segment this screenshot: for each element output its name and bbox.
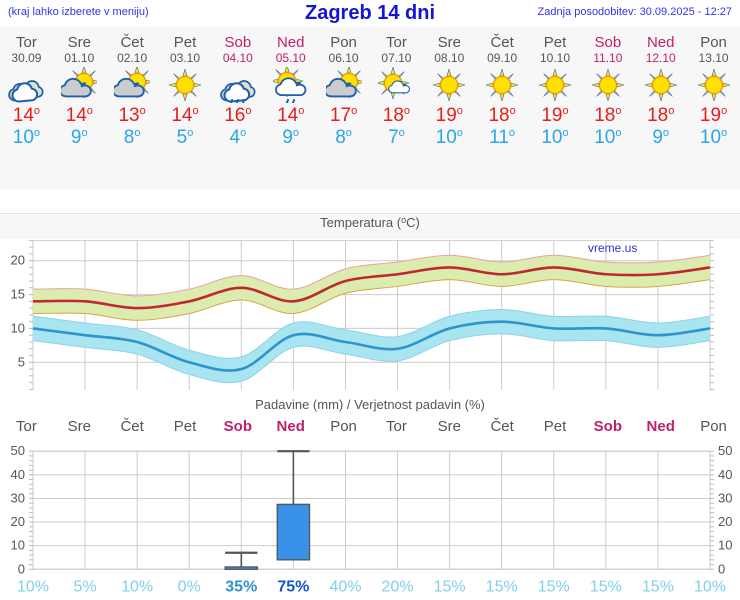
svg-text:15%: 15% bbox=[590, 578, 622, 595]
svg-text:5: 5 bbox=[18, 354, 25, 369]
svg-text:10: 10 bbox=[11, 538, 25, 553]
svg-text:0%: 0% bbox=[178, 578, 201, 595]
svg-text:40: 40 bbox=[718, 467, 732, 482]
svg-text:0: 0 bbox=[18, 561, 25, 576]
svg-text:15: 15 bbox=[11, 287, 25, 302]
svg-text:10%: 10% bbox=[17, 578, 49, 595]
svg-text:10%: 10% bbox=[694, 578, 726, 595]
svg-text:30: 30 bbox=[11, 490, 25, 505]
svg-text:50: 50 bbox=[718, 444, 732, 458]
svg-text:40: 40 bbox=[11, 467, 25, 482]
svg-text:20: 20 bbox=[718, 514, 732, 529]
svg-text:vreme.us: vreme.us bbox=[588, 241, 637, 255]
svg-text:15%: 15% bbox=[434, 578, 466, 595]
svg-text:15%: 15% bbox=[538, 578, 570, 595]
svg-text:15%: 15% bbox=[486, 578, 518, 595]
svg-text:20: 20 bbox=[11, 253, 25, 268]
svg-text:10%: 10% bbox=[121, 578, 153, 595]
svg-text:50: 50 bbox=[11, 444, 25, 458]
svg-text:5%: 5% bbox=[74, 578, 97, 595]
svg-text:30: 30 bbox=[718, 490, 732, 505]
svg-text:10: 10 bbox=[11, 320, 25, 335]
svg-text:35%: 35% bbox=[225, 578, 257, 595]
svg-text:15%: 15% bbox=[642, 578, 674, 595]
svg-text:40%: 40% bbox=[329, 578, 361, 595]
svg-text:0: 0 bbox=[718, 561, 725, 576]
svg-text:20%: 20% bbox=[382, 578, 414, 595]
svg-text:75%: 75% bbox=[277, 578, 309, 595]
svg-text:10: 10 bbox=[718, 538, 732, 553]
svg-text:20: 20 bbox=[11, 514, 25, 529]
